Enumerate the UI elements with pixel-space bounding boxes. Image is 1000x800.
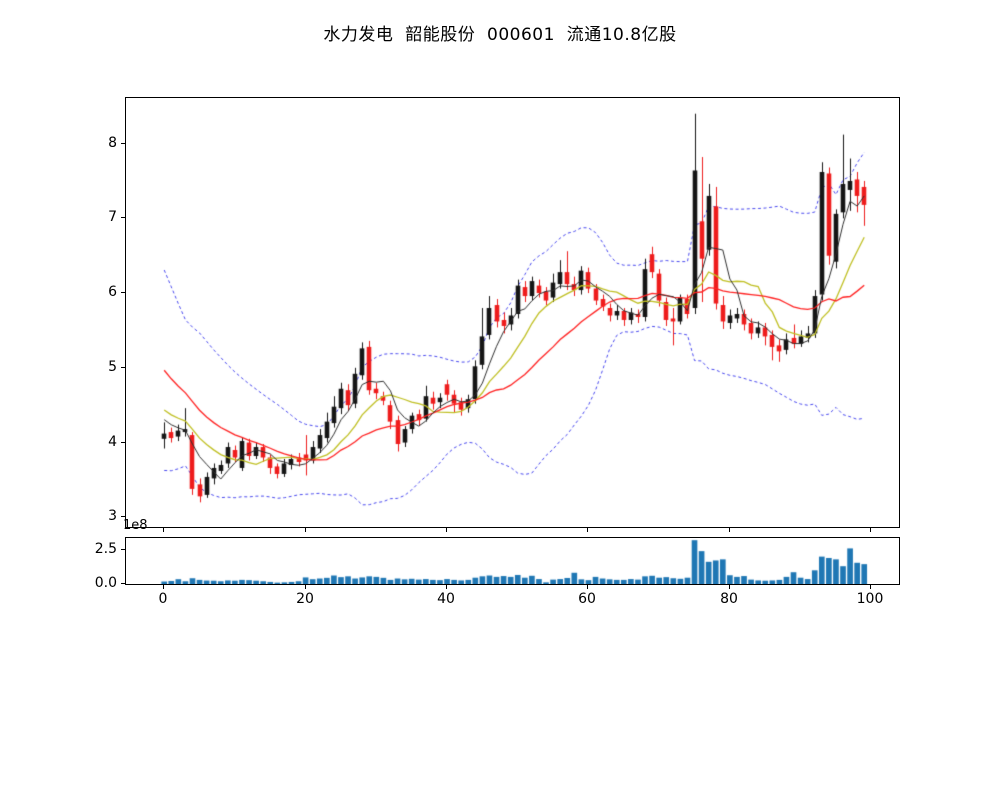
x-tick-label: 20	[296, 591, 314, 607]
volume-x-tick-mark	[305, 585, 306, 589]
price-x-tick-mark	[446, 528, 447, 532]
price-y-tick-label: 4	[108, 434, 117, 450]
chart-title: 水力发电 韶能股份 000601 流通10.8亿股	[323, 25, 677, 45]
volume-x-tick-mark	[870, 585, 871, 589]
price-x-tick-mark	[305, 528, 306, 532]
price-x-tick-mark	[587, 528, 588, 532]
volume-y-tick-label: 2.5	[94, 541, 117, 557]
price-x-tick-mark	[729, 528, 730, 532]
price-x-tick-mark	[163, 528, 164, 532]
price-chart-canvas	[126, 98, 899, 527]
price-axes-panel	[125, 97, 900, 528]
volume-x-tick-mark	[729, 585, 730, 589]
price-y-tick-label: 5	[108, 359, 117, 375]
x-tick-label: 40	[437, 591, 455, 607]
volume-x-tick-mark	[446, 585, 447, 589]
price-y-tick-label: 6	[108, 284, 117, 300]
volume-chart-canvas	[126, 538, 899, 584]
price-y-tick-label: 3	[108, 508, 117, 524]
price-y-tick-label: 7	[108, 209, 117, 225]
volume-x-tick-mark	[587, 585, 588, 589]
x-tick-label: 60	[578, 591, 596, 607]
volume-y-tick-label: 0.0	[94, 575, 117, 591]
price-y-tick-label: 8	[108, 135, 117, 151]
x-tick-label: 100	[856, 591, 884, 607]
x-tick-label: 0	[158, 591, 168, 607]
price-x-tick-mark	[870, 528, 871, 532]
volume-axes-panel	[125, 537, 900, 585]
x-tick-label: 80	[720, 591, 738, 607]
volume-x-tick-mark	[163, 585, 164, 589]
